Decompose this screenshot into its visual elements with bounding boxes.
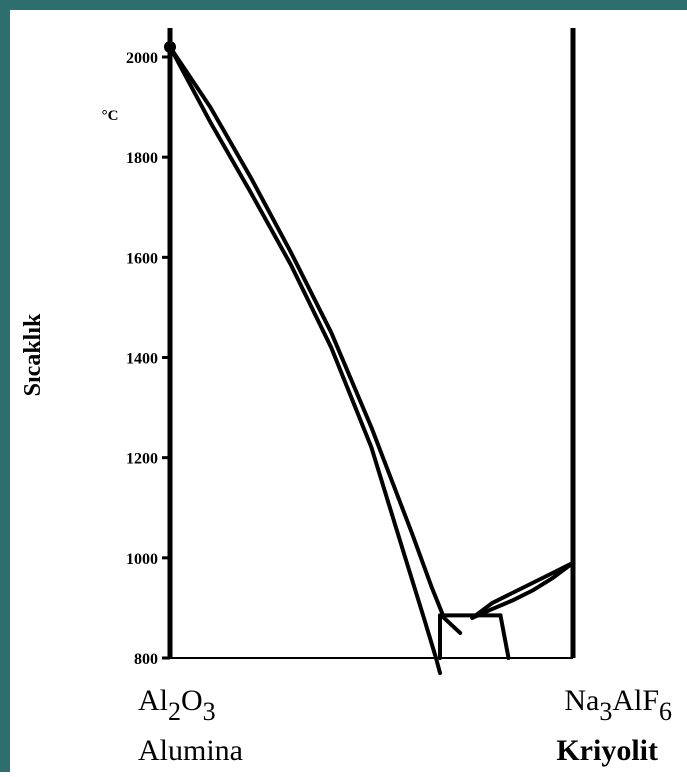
right-formula-sub2: 6 [659,697,672,726]
series-group [164,40,575,676]
left-formula-sub2: 3 [203,697,216,726]
y-tick-label: 1800 [126,150,158,167]
y-tick-label: 1400 [126,351,158,368]
y-axis-label: Sıcaklık [20,313,46,396]
chart-panel: 2000 1800 1600 1400 1200 1000 800 Sıcaklık °C … [10,10,687,772]
phase-boundary-line-2 [168,44,443,676]
plot-area: 2000 1800 1600 1400 1200 1000 800 [126,28,576,676]
y-tick-label: 2000 [126,50,158,67]
y-tick-group: 2000 1800 1600 1400 1200 1000 800 [126,50,170,668]
phase-boundary-line-3 [470,560,575,620]
phase-boundary-line-1 [168,44,463,635]
y-tick-label: 1200 [126,451,158,468]
phase-boundary-line-4 [470,560,575,620]
right-formula-main: Na [564,684,599,717]
phase-boundary-line-7 [498,613,511,660]
y-tick-label: 1000 [126,551,158,568]
right-formula-sub1: 3 [599,697,612,726]
y-tick-label: 1600 [126,250,158,267]
right-component-formula: Na3AlF6 [564,684,672,726]
melting-point-marker [164,40,176,53]
left-component-formula: Al2O3 [138,684,216,726]
left-formula-main: Al [138,684,168,717]
left-formula-mid: O [181,684,203,717]
y-axis-unit: °C [102,108,119,124]
left-formula-sub1: 2 [168,697,181,726]
right-component-name: Kriyolit [556,734,658,767]
y-tick-label: 800 [134,651,158,668]
right-formula-mid: AlF [612,684,659,717]
left-component-name: Alumina [138,734,243,767]
